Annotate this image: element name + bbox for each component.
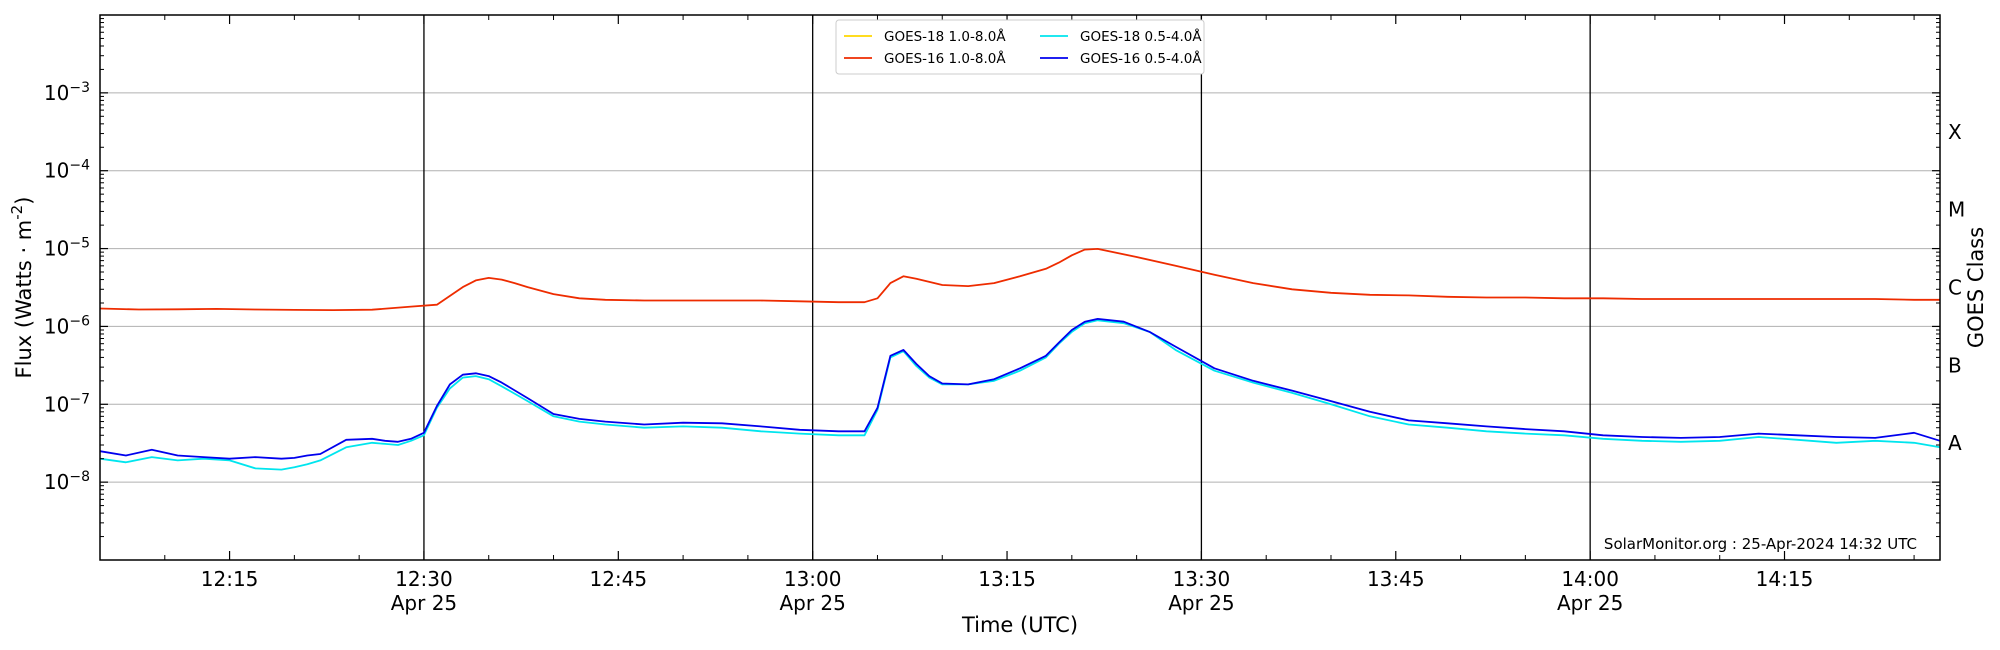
x-tick-label: 12:30 [395,567,453,591]
y-tick-label-exponent: −3 [69,80,90,96]
x-tick-label: 14:15 [1756,567,1814,591]
day-marker-layer [423,15,1591,560]
legend-label: GOES-18 0.5-4.0Å [1080,28,1202,45]
y-axis-title-main: Flux (Watts · m [12,220,36,379]
series-line-goes-16-1-0-8-0 [99,247,1940,312]
x-tick-date-label: Apr 25 [1557,591,1623,615]
y-axis-title: Flux (Watts · m-2) [8,197,36,379]
legend-label: GOES-16 0.5-4.0Å [1080,50,1202,67]
y-tick-label-exponent: −4 [69,158,90,174]
y-tick-label-base: 10 [44,237,69,261]
y-tick-label-base: 10 [44,470,69,494]
goes-class-label: C [1948,276,1962,300]
legend-box [835,19,1205,75]
plot-frame [99,14,1941,561]
legend: GOES-18 1.0-8.0Å GOES-18 0.5-4.0Å GOES-16 … [835,19,1205,75]
y-tick-label: 10−3 [44,80,90,105]
y-tick-label-base: 10 [44,392,69,416]
goes-class-label: X [1948,120,1962,144]
y-tick-label: 10−6 [44,313,90,338]
y-tick-label-exponent: −8 [69,469,90,485]
x-tick-label: 14:00 [1561,567,1619,591]
grid-layer [100,92,1940,483]
goes-class-axis-title: GOES Class [1964,227,1988,348]
y-tick-label-exponent: −7 [69,391,90,407]
x-tick-date-label: Apr 25 [391,591,457,615]
y-tick-label: 10−4 [44,158,90,183]
y-tick-label-base: 10 [44,159,69,183]
series-line-goes-16-0-5-4-0 [99,317,1941,460]
y-tick-label: 10−5 [44,236,90,261]
x-axis-title: Time (UTC) [961,613,1078,637]
series-layer [99,247,1941,471]
y-tick-label-exponent: −6 [69,313,90,329]
goes-class-label: A [1948,431,1962,455]
y-tick-label-base: 10 [44,314,69,338]
y-tick-label: 10−8 [44,469,90,494]
goes-class-label: B [1948,353,1962,377]
y-axis-title-exponent: -2 [8,205,26,220]
y-axis-title-close: ) [12,197,36,205]
x-tick-date-label: Apr 25 [779,591,845,615]
legend-label: GOES-18 1.0-8.0Å [884,28,1006,45]
x-tick-label: 13:00 [784,567,842,591]
y-tick-label-exponent: −5 [69,236,90,252]
goes-class-label: M [1948,198,1965,222]
y-tick-label: 10−7 [44,391,90,416]
credit-text: SolarMonitor.org : 25-Apr-2024 14:32 UTC [1604,535,1917,553]
x-tick-date-label: Apr 25 [1168,591,1234,615]
series-line-goes-18-0-5-4-0 [99,319,1941,471]
x-tick-label: 13:15 [978,567,1036,591]
x-tick-label: 13:30 [1173,567,1231,591]
x-tick-label: 12:15 [201,567,259,591]
y-tick-label-base: 10 [44,81,69,105]
x-tick-label: 13:45 [1367,567,1425,591]
legend-label: GOES-16 1.0-8.0Å [884,50,1006,67]
x-tick-label: 12:45 [589,567,647,591]
